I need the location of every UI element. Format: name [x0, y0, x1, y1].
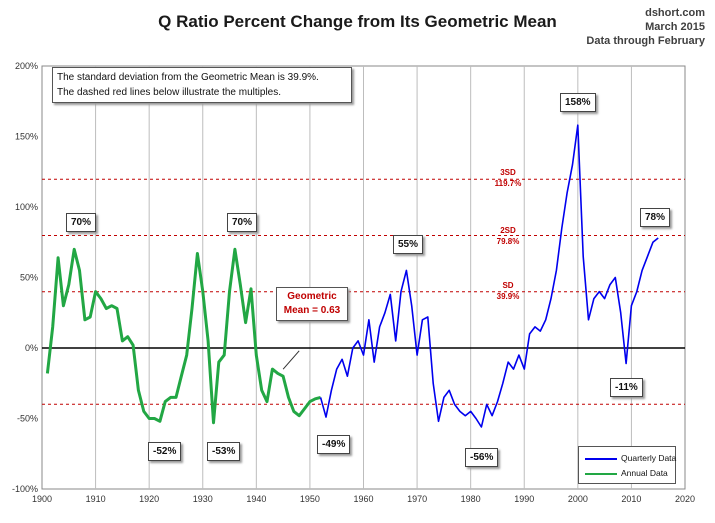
- callout-trough-1953: -49%: [317, 435, 351, 454]
- legend-label-quarterly: Quarterly Data: [621, 453, 677, 463]
- sd1-name: SD: [502, 281, 514, 290]
- source-data-through: Data through February: [586, 35, 705, 47]
- y-tick-label: 100%: [15, 202, 38, 212]
- source-info: dshort.com March 2015 Data through Febru…: [586, 6, 705, 48]
- sd3-name: 3SD: [500, 168, 516, 177]
- geometric-mean-label: Geometric Mean = 0.63: [276, 287, 348, 321]
- source-date: March 2015: [645, 21, 705, 33]
- chart-title: Q Ratio Percent Change from Its Geometri…: [158, 12, 557, 31]
- x-tick-label: 1970: [407, 494, 427, 504]
- x-tick-label: 1920: [139, 494, 159, 504]
- std-dev-note: The standard deviation from the Geometri…: [52, 67, 352, 103]
- callout-latest: 78%: [640, 208, 671, 227]
- callout-trough-1982: -56%: [465, 448, 499, 467]
- sd2-value: 79.8%: [496, 237, 520, 246]
- geometric-mean-pointer: [282, 350, 300, 370]
- x-tick-label: 2020: [675, 494, 695, 504]
- callout-peak-1906: 70%: [66, 213, 97, 232]
- sd1-label: SD 39.9%: [483, 280, 533, 302]
- x-tick-label: 1910: [86, 494, 106, 504]
- x-tick-label: 1960: [353, 494, 373, 504]
- source-site: dshort.com: [645, 7, 705, 19]
- std-dev-note-line2: The dashed red lines below illustrate th…: [57, 87, 282, 98]
- x-tick-label: 1950: [300, 494, 320, 504]
- x-tick-label: 1980: [461, 494, 481, 504]
- callout-trough-1921: -52%: [148, 442, 182, 461]
- x-tick-label: 1900: [32, 494, 52, 504]
- callout-peak-1937: 70%: [227, 213, 258, 232]
- legend-swatch-quarterly: [585, 458, 617, 460]
- callout-peak-2000: 158%: [560, 93, 596, 112]
- y-tick-label: 50%: [20, 273, 38, 283]
- y-tick-label: 150%: [15, 132, 38, 142]
- y-tick-label: -50%: [17, 414, 38, 424]
- geometric-mean-line1: Geometric: [287, 291, 337, 302]
- geometric-mean-line2: Mean = 0.63: [283, 305, 341, 316]
- x-tick-label: 1940: [246, 494, 266, 504]
- sd3-label: 3SD 119.7%: [483, 167, 533, 189]
- callout-trough-1932: -53%: [207, 442, 241, 461]
- x-tick-label: 2010: [621, 494, 641, 504]
- std-dev-note-line1: The standard deviation from the Geometri…: [57, 72, 319, 83]
- series-line-quarterly: [319, 124, 659, 428]
- legend-swatch-annual: [585, 473, 617, 475]
- chart-legend: Quarterly Data Annual Data: [578, 446, 676, 484]
- sd1-value: 39.9%: [496, 292, 520, 301]
- y-tick-label: 0%: [25, 343, 38, 353]
- sd3-value: 119.7%: [494, 179, 522, 188]
- x-tick-label: 1930: [193, 494, 213, 504]
- sd2-name: 2SD: [500, 226, 516, 235]
- sd2-label: 2SD 79.8%: [483, 225, 533, 247]
- x-tick-label: 1990: [514, 494, 534, 504]
- legend-label-annual: Annual Data: [621, 468, 668, 478]
- x-tick-label: 2000: [568, 494, 588, 504]
- y-tick-label: 200%: [15, 61, 38, 71]
- callout-peak-1968: 55%: [393, 235, 424, 254]
- series-line-annual: [45, 247, 321, 425]
- callout-trough-2009: -11%: [610, 378, 643, 397]
- y-tick-label: -100%: [12, 484, 38, 494]
